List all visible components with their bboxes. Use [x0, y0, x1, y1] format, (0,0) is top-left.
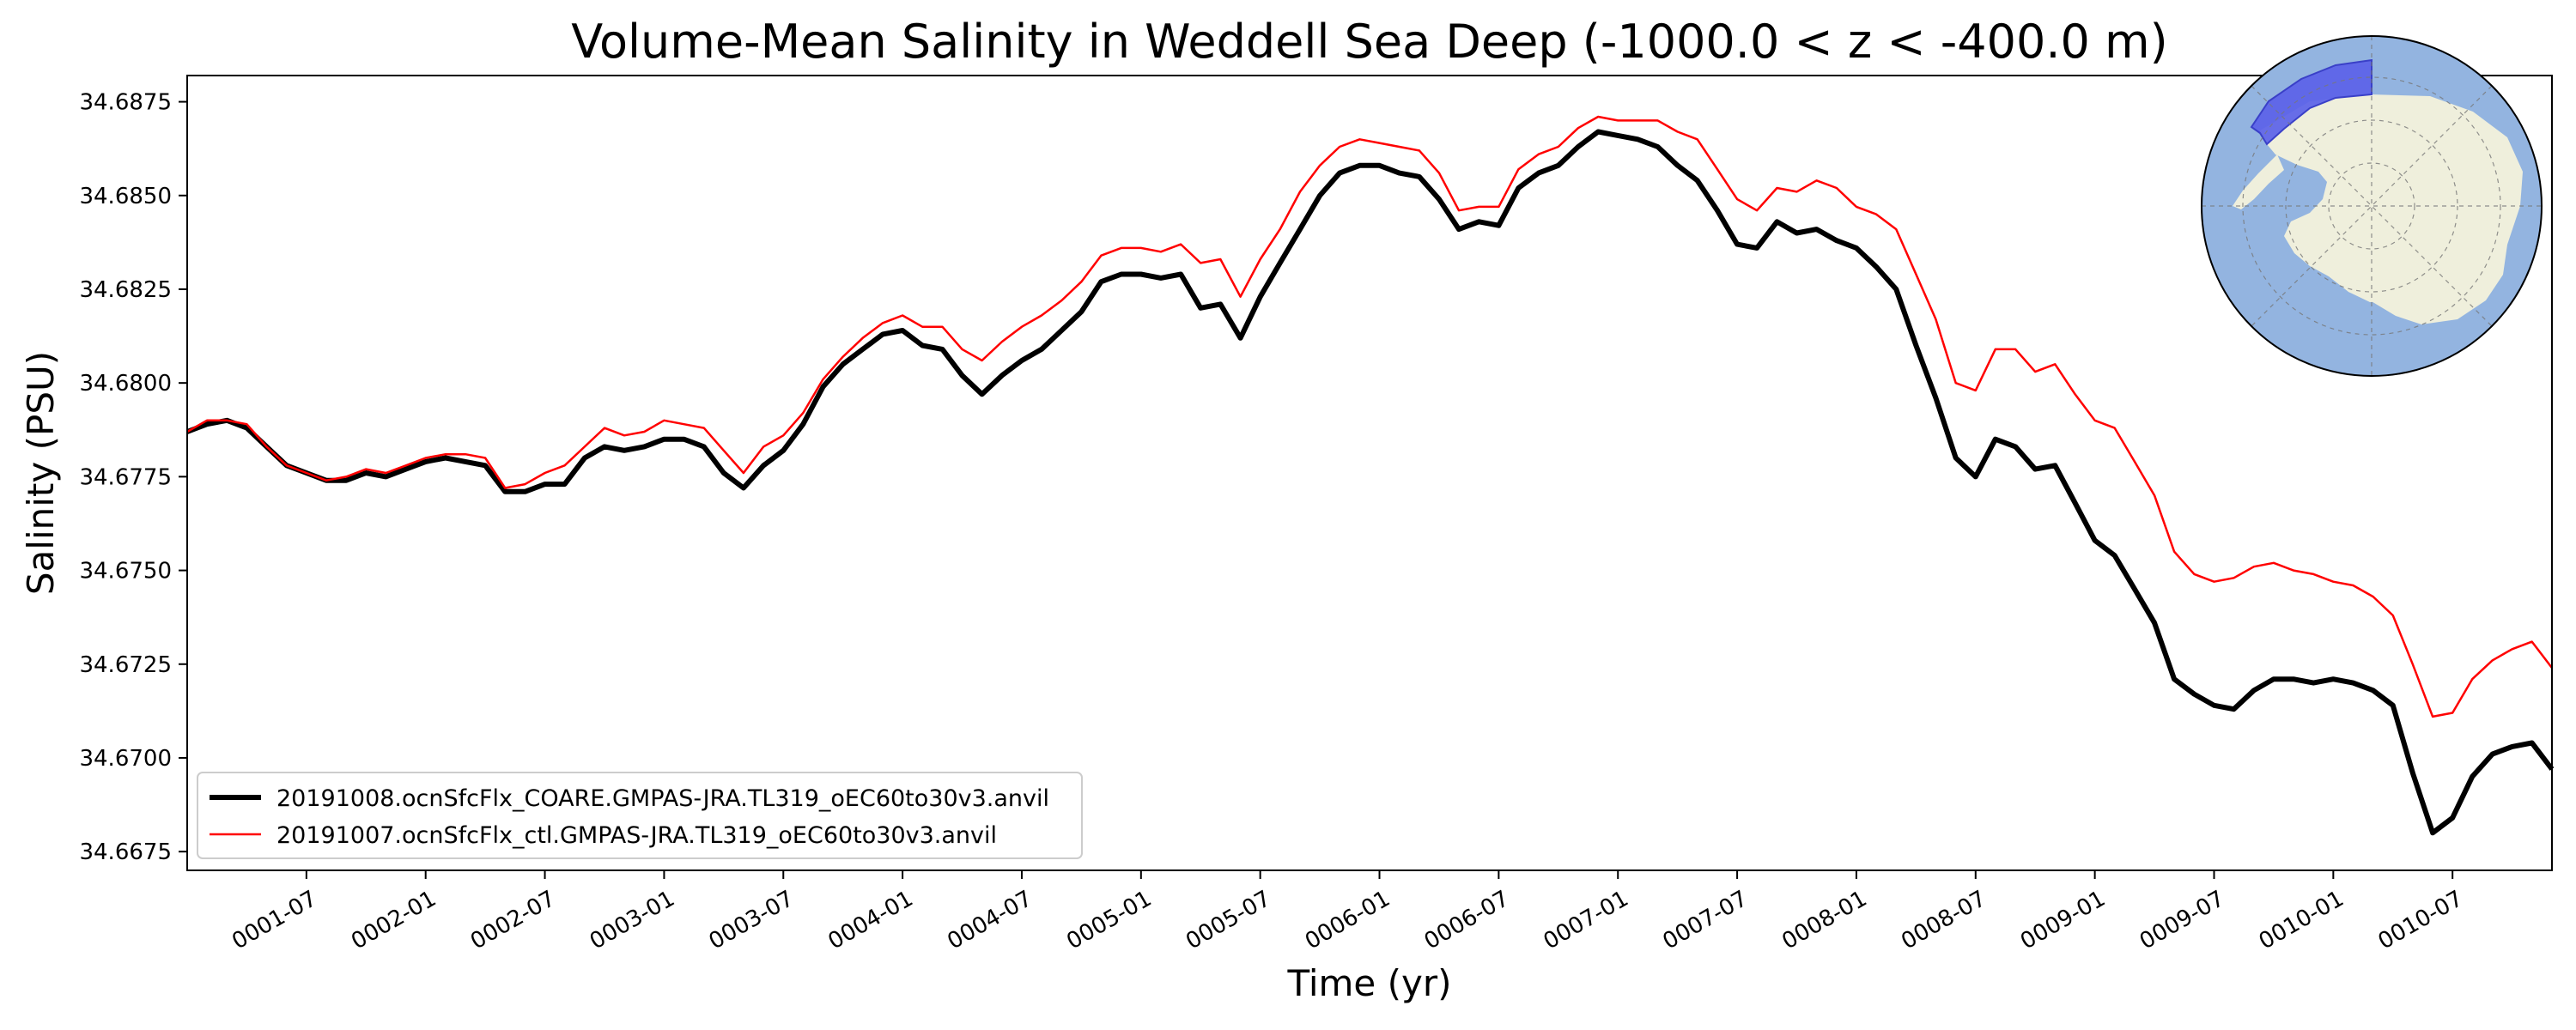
legend-label-series-1: 20191008.ocnSfcFlx_COARE.GMPAS-JRA.TL319… — [276, 785, 1049, 812]
map-land-peninsula — [2233, 154, 2284, 209]
y-axis: 34.6675 34.6700 34.6725 34.6750 34.6775 34.68… — [79, 90, 187, 865]
y-tick-label: 34.6675 — [79, 839, 172, 865]
x-tick-label: 0002-07 — [466, 886, 560, 954]
map-land-ice-shelf — [2344, 275, 2396, 302]
x-tick-label: 0010-01 — [2255, 886, 2348, 954]
y-tick-label: 34.6750 — [79, 559, 172, 585]
x-tick-label: 0009-07 — [2136, 886, 2229, 954]
x-tick-label: 0006-01 — [1301, 886, 1394, 954]
y-tick-label: 34.6825 — [79, 277, 172, 303]
x-tick-label: 0005-07 — [1182, 886, 1275, 954]
x-tick-label: 0009-01 — [2016, 886, 2110, 954]
chart-title: Volume-Mean Salinity in Weddell Sea Deep… — [571, 15, 2167, 69]
map-border — [2201, 35, 2543, 377]
legend-label-series-2: 20191007.ocnSfcFlx_ctl.GMPAS-JRA.TL319_o… — [276, 822, 997, 849]
map-land-antarctica — [2260, 94, 2523, 324]
series-line-1 — [185, 129, 2555, 836]
x-axis: 0001-07 0002-01 0002-07 0003-01 0003-07 0004-… — [228, 870, 2468, 954]
x-tick-label: 0008-07 — [1897, 886, 1990, 954]
x-tick-label: 0004-07 — [943, 886, 1036, 954]
inset-map — [2201, 35, 2543, 377]
y-tick-label: 34.6800 — [79, 371, 172, 397]
series-line-2 — [186, 115, 2553, 718]
x-tick-label: 0007-01 — [1540, 886, 1633, 954]
plot-frame — [186, 75, 2553, 871]
legend-box — [197, 772, 1083, 859]
plot-area — [187, 76, 2552, 870]
x-tick-label: 0005-01 — [1062, 886, 1156, 954]
x-tick-label: 0007-07 — [1658, 886, 1752, 954]
series-layer — [185, 115, 2555, 836]
x-tick-label: 0003-07 — [705, 886, 799, 954]
y-tick-label: 34.6775 — [79, 464, 172, 490]
x-tick-label: 0002-01 — [347, 886, 440, 954]
x-axis-label: Time (yr) — [1286, 962, 1451, 1004]
x-tick-label: 0003-01 — [586, 886, 679, 954]
y-tick-label: 34.6725 — [79, 652, 172, 678]
x-tick-label: 0001-07 — [228, 886, 321, 954]
x-tick-label: 0004-01 — [824, 886, 918, 954]
y-tick-label: 34.6850 — [79, 184, 172, 209]
legend: 20191008.ocnSfcFlx_COARE.GMPAS-JRA.TL319… — [197, 772, 1083, 859]
y-tick-label: 34.6875 — [79, 90, 172, 116]
x-tick-label: 0008-01 — [1777, 886, 1871, 954]
x-tick-label: 0010-07 — [2374, 886, 2468, 954]
y-tick-label: 34.6700 — [79, 746, 172, 772]
y-axis-label: Salinity (PSU) — [20, 351, 62, 595]
x-tick-label: 0006-07 — [1420, 886, 1514, 954]
